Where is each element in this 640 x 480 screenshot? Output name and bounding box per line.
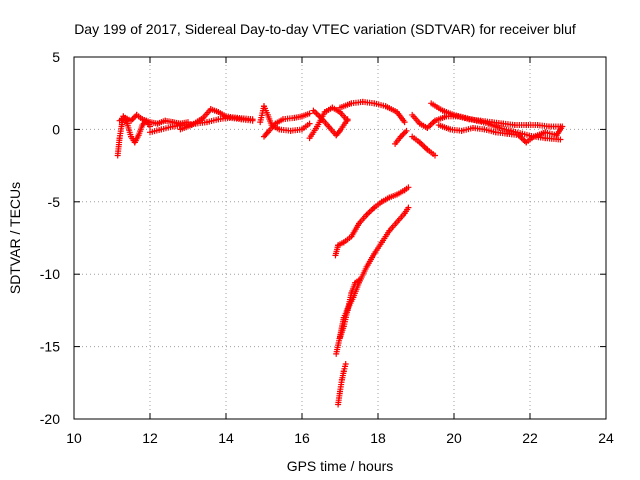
series-dip-lower-b: [337, 276, 362, 341]
series-band-11.2-12b: [116, 111, 191, 127]
data-point: [557, 136, 564, 143]
data-point: [432, 152, 438, 159]
y-tick-label: -5: [48, 194, 61, 210]
series-band-19-23c: [409, 133, 438, 159]
y-tick-label: -10: [40, 266, 60, 282]
data-point: [306, 120, 313, 127]
series-dip-bottom: [335, 360, 349, 408]
series-band-11.2-12: [114, 113, 153, 159]
data-point: [356, 276, 362, 283]
data-point: [403, 127, 410, 134]
chart-title: Day 199 of 2017, Sidereal Day-to-day VTE…: [74, 21, 576, 37]
y-tick-label: 0: [52, 121, 60, 137]
series-dip-upper: [332, 184, 412, 259]
data-point: [249, 116, 256, 123]
data-point: [400, 130, 407, 137]
series-band-19-23b: [428, 100, 564, 143]
data-point: [559, 123, 566, 130]
x-axis-label: GPS time / hours: [287, 458, 394, 474]
data-point: [399, 132, 406, 139]
data-point: [129, 116, 136, 123]
series-band-15-16.2b: [261, 110, 313, 140]
y-tick-label: 5: [52, 49, 60, 65]
series-band-17.2-18.7: [337, 98, 408, 126]
series-band-15-16.2: [257, 103, 313, 134]
x-tick-label: 10: [66, 430, 82, 446]
y-axis-label: SDTVAR / TECUs: [7, 182, 23, 294]
x-tick-label: 22: [522, 430, 538, 446]
ticks: 10 12 14 16 18 20 22 24 -20 -15 -10 -5 0 5: [40, 49, 614, 446]
data-point: [342, 360, 349, 367]
data-point: [405, 204, 412, 211]
y-tick-label: -20: [40, 411, 60, 427]
x-tick-label: 18: [370, 430, 386, 446]
series-band-16.2-17.2b: [310, 107, 351, 139]
data-point: [402, 129, 409, 136]
series-band-18.4-18.8: [392, 127, 410, 147]
data-point: [306, 110, 313, 117]
series-band-19-23d: [435, 122, 566, 146]
data-point: [401, 119, 408, 126]
x-tick-label: 12: [142, 430, 158, 446]
data-point: [344, 116, 351, 123]
x-tick-label: 16: [294, 430, 310, 446]
x-tick-label: 14: [218, 430, 234, 446]
series-band-13-14.7b: [177, 106, 256, 133]
x-tick-label: 20: [446, 430, 462, 446]
data-point: [405, 184, 412, 191]
y-tick-label: -15: [40, 339, 60, 355]
plot-frame: [73, 56, 607, 420]
x-tick-label: 24: [598, 430, 614, 446]
series-dip-lower: [333, 204, 412, 357]
series-layer: [114, 98, 566, 408]
